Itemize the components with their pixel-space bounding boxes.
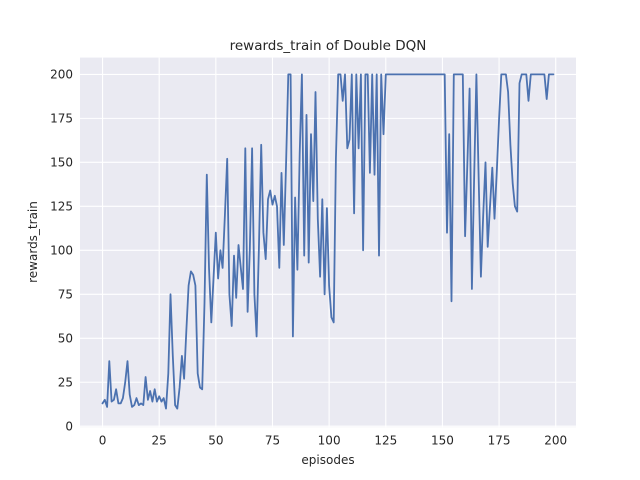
- chart-title: rewards_train of Double DQN: [229, 38, 427, 54]
- y-tick-label: 50: [58, 331, 73, 345]
- x-tick-label: 25: [152, 434, 167, 448]
- y-tick-label: 0: [65, 419, 73, 433]
- x-tick-label: 125: [374, 434, 397, 448]
- x-axis-label: episodes: [301, 453, 355, 467]
- x-tick-label: 0: [99, 434, 107, 448]
- x-tick-label: 100: [318, 434, 341, 448]
- x-tick-label: 50: [208, 434, 223, 448]
- x-tick-label: 175: [488, 434, 511, 448]
- y-tick-label: 125: [50, 200, 73, 214]
- y-tick-label: 25: [58, 375, 73, 389]
- y-tick-label: 175: [50, 112, 73, 126]
- x-tick-label: 150: [431, 434, 454, 448]
- y-tick-label: 75: [58, 287, 73, 301]
- y-tick-label: 200: [50, 68, 73, 82]
- y-axis-label: rewards_train: [26, 201, 40, 283]
- x-tick-label: 200: [544, 434, 567, 448]
- data-line-rewards_train: [101, 73, 555, 410]
- x-tick-label: 75: [265, 434, 280, 448]
- y-tick-label: 150: [50, 156, 73, 170]
- y-tick-label: 100: [50, 244, 73, 258]
